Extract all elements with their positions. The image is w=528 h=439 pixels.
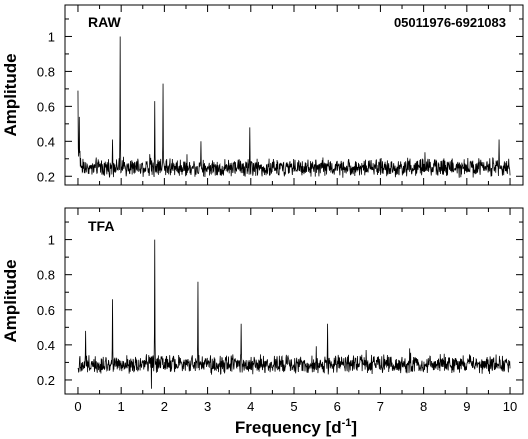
x-tick-label: 2 [161,399,168,414]
raw-y-axis-title: Amplitude [1,53,20,136]
tfa-y-axis-title: Amplitude [1,259,20,342]
tfa-panel-label: TFA [88,218,114,234]
tfa-y-tick-label: 0.4 [37,338,55,353]
x-tick-label: 6 [334,399,341,414]
x-tick-label: 5 [290,399,297,414]
tfa-y-tick-label: 0.6 [37,303,55,318]
tfa-y-tick-label: 1 [48,233,55,248]
x-tick-label: 1 [118,399,125,414]
star-id-label: 05011976-6921083 [394,15,506,30]
x-tick-label: 3 [204,399,211,414]
tfa-y-tick-labels: 0.2 0.4 0.6 0.8 1 [37,233,55,388]
raw-y-tick-label: 0.2 [37,169,55,184]
raw-plot-frame [64,4,524,186]
raw-y-tick-label: 0.4 [37,134,55,149]
raw-panel: RAW 05011976-6921083 Amplitude 0.2 0.4 0.6… [1,4,524,186]
x-tick-label: 0 [74,399,81,414]
raw-y-tick-label: 0.6 [37,99,55,114]
x-tick-label: 9 [463,399,470,414]
raw-amplitude-spectrum [77,36,511,178]
x-tick-label: 8 [420,399,427,414]
tfa-y-tick-label: 0.2 [37,373,55,388]
tfa-panel: TFA Amplitude 0.2 0.4 0.6 0.8 1 0 1 2 3 4 5 6 7 8 9 10… [1,207,524,437]
tfa-y-tick-label: 0.8 [37,268,55,283]
raw-y-tick-labels: 0.2 0.4 0.6 0.8 1 [37,29,55,184]
x-tick-label: 10 [503,399,517,414]
tfa-amplitude-spectrum [77,239,511,389]
x-tick-label: 7 [377,399,384,414]
x-tick-labels: 0 1 2 3 4 5 6 7 8 9 10 [74,399,517,414]
x-axis-title: Frequency [d-1] [235,417,357,437]
tfa-ticks [65,208,523,394]
x-tick-label: 4 [247,399,254,414]
raw-ticks [65,5,523,185]
raw-y-tick-label: 0.8 [37,64,55,79]
raw-y-tick-label: 1 [48,29,55,44]
raw-panel-label: RAW [88,14,121,30]
